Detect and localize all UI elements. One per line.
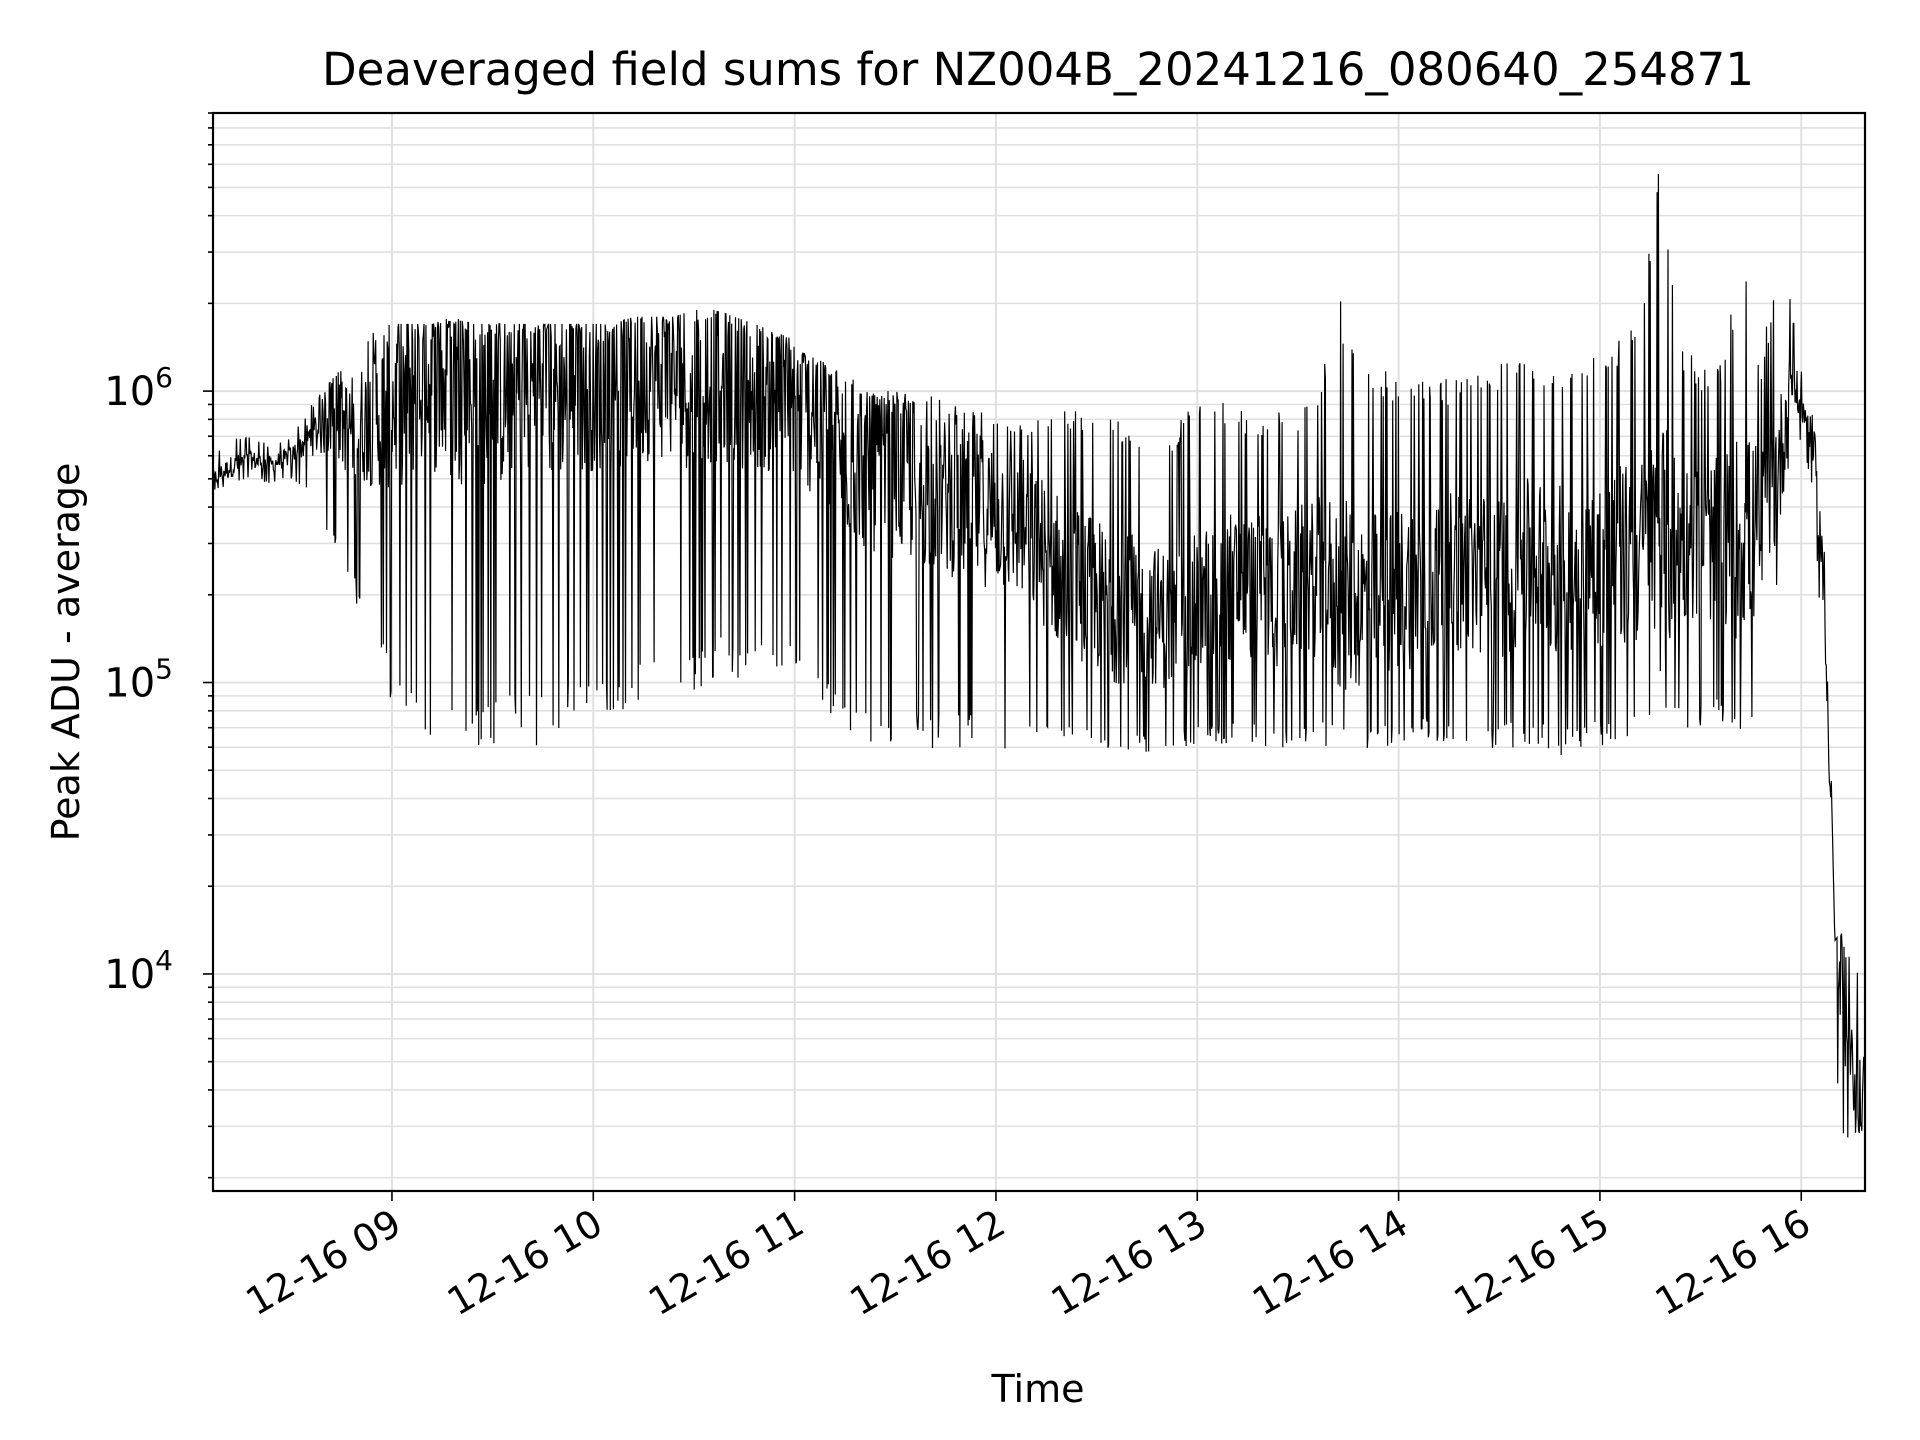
y-tick-label: 105 <box>104 653 173 707</box>
chart-title: Deaveraged field sums for NZ004B_2024121… <box>322 43 1754 96</box>
y-tick-label: 106 <box>104 361 173 415</box>
x-axis-label: Time <box>991 1367 1085 1411</box>
y-axis: 104 105 106 <box>104 112 213 1179</box>
plot-frame <box>211 111 1867 1193</box>
y-axis-label: Peak ADU - average <box>44 463 88 842</box>
series-line <box>212 173 1866 1138</box>
series-path <box>212 173 1866 1138</box>
y-tick-label: 104 <box>104 944 173 998</box>
